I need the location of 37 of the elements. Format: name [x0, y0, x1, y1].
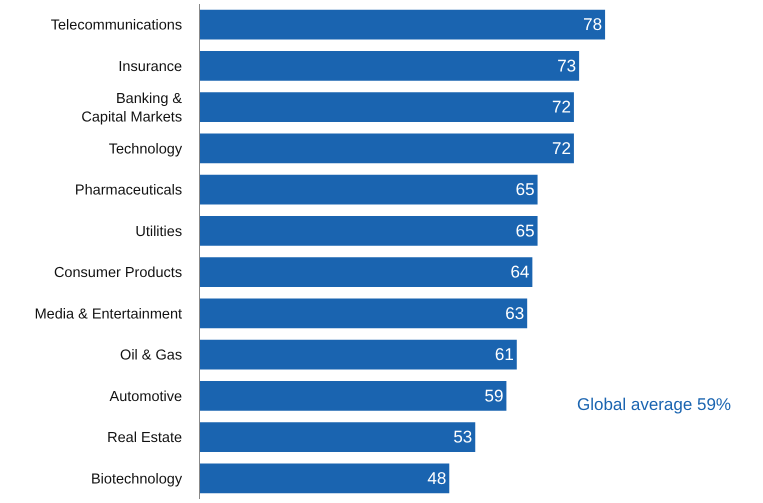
annotation: Global average 59%	[577, 395, 732, 414]
bar	[200, 464, 450, 494]
data-label: 78	[583, 15, 602, 34]
bar	[200, 174, 538, 204]
y-tick-label: Banking & Capital Markets	[81, 90, 182, 126]
data-label: 63	[505, 304, 524, 323]
bar	[200, 51, 580, 81]
y-tick-label: Real Estate	[107, 430, 182, 446]
data-label: 73	[557, 56, 576, 76]
y-tick-label: Automotive	[110, 388, 182, 405]
bar	[200, 381, 506, 411]
y-tick-label: Insurance	[118, 58, 182, 75]
data-label: 53	[453, 428, 472, 447]
y-tick-label: Biotechnology	[91, 471, 183, 488]
data-label: 48	[427, 468, 446, 488]
y-tick-label: Utilities	[135, 224, 182, 240]
y-tick-label: Oil & Gas	[120, 348, 182, 364]
y-tick-label: Technology	[108, 141, 183, 158]
data-label: 65	[516, 180, 535, 200]
data-label: 61	[494, 345, 514, 364]
data-label: 72	[552, 98, 571, 117]
y-tick-label: Telecommunications	[50, 18, 182, 34]
bar	[200, 134, 574, 164]
data-label: 65	[516, 221, 535, 240]
bar	[200, 422, 476, 452]
data-label: 64	[510, 262, 530, 282]
bar	[200, 257, 532, 287]
data-label: 59	[484, 386, 504, 406]
bar	[200, 10, 606, 40]
y-tick-label: Pharmaceuticals	[74, 182, 182, 199]
data-label: 72	[552, 138, 571, 158]
bar	[200, 340, 517, 370]
bar	[200, 92, 574, 122]
y-tick-label: Media & Entertainment	[34, 306, 182, 322]
y-tick-label: Consumer Products	[54, 265, 182, 282]
bar	[200, 298, 528, 328]
bar	[200, 216, 538, 246]
